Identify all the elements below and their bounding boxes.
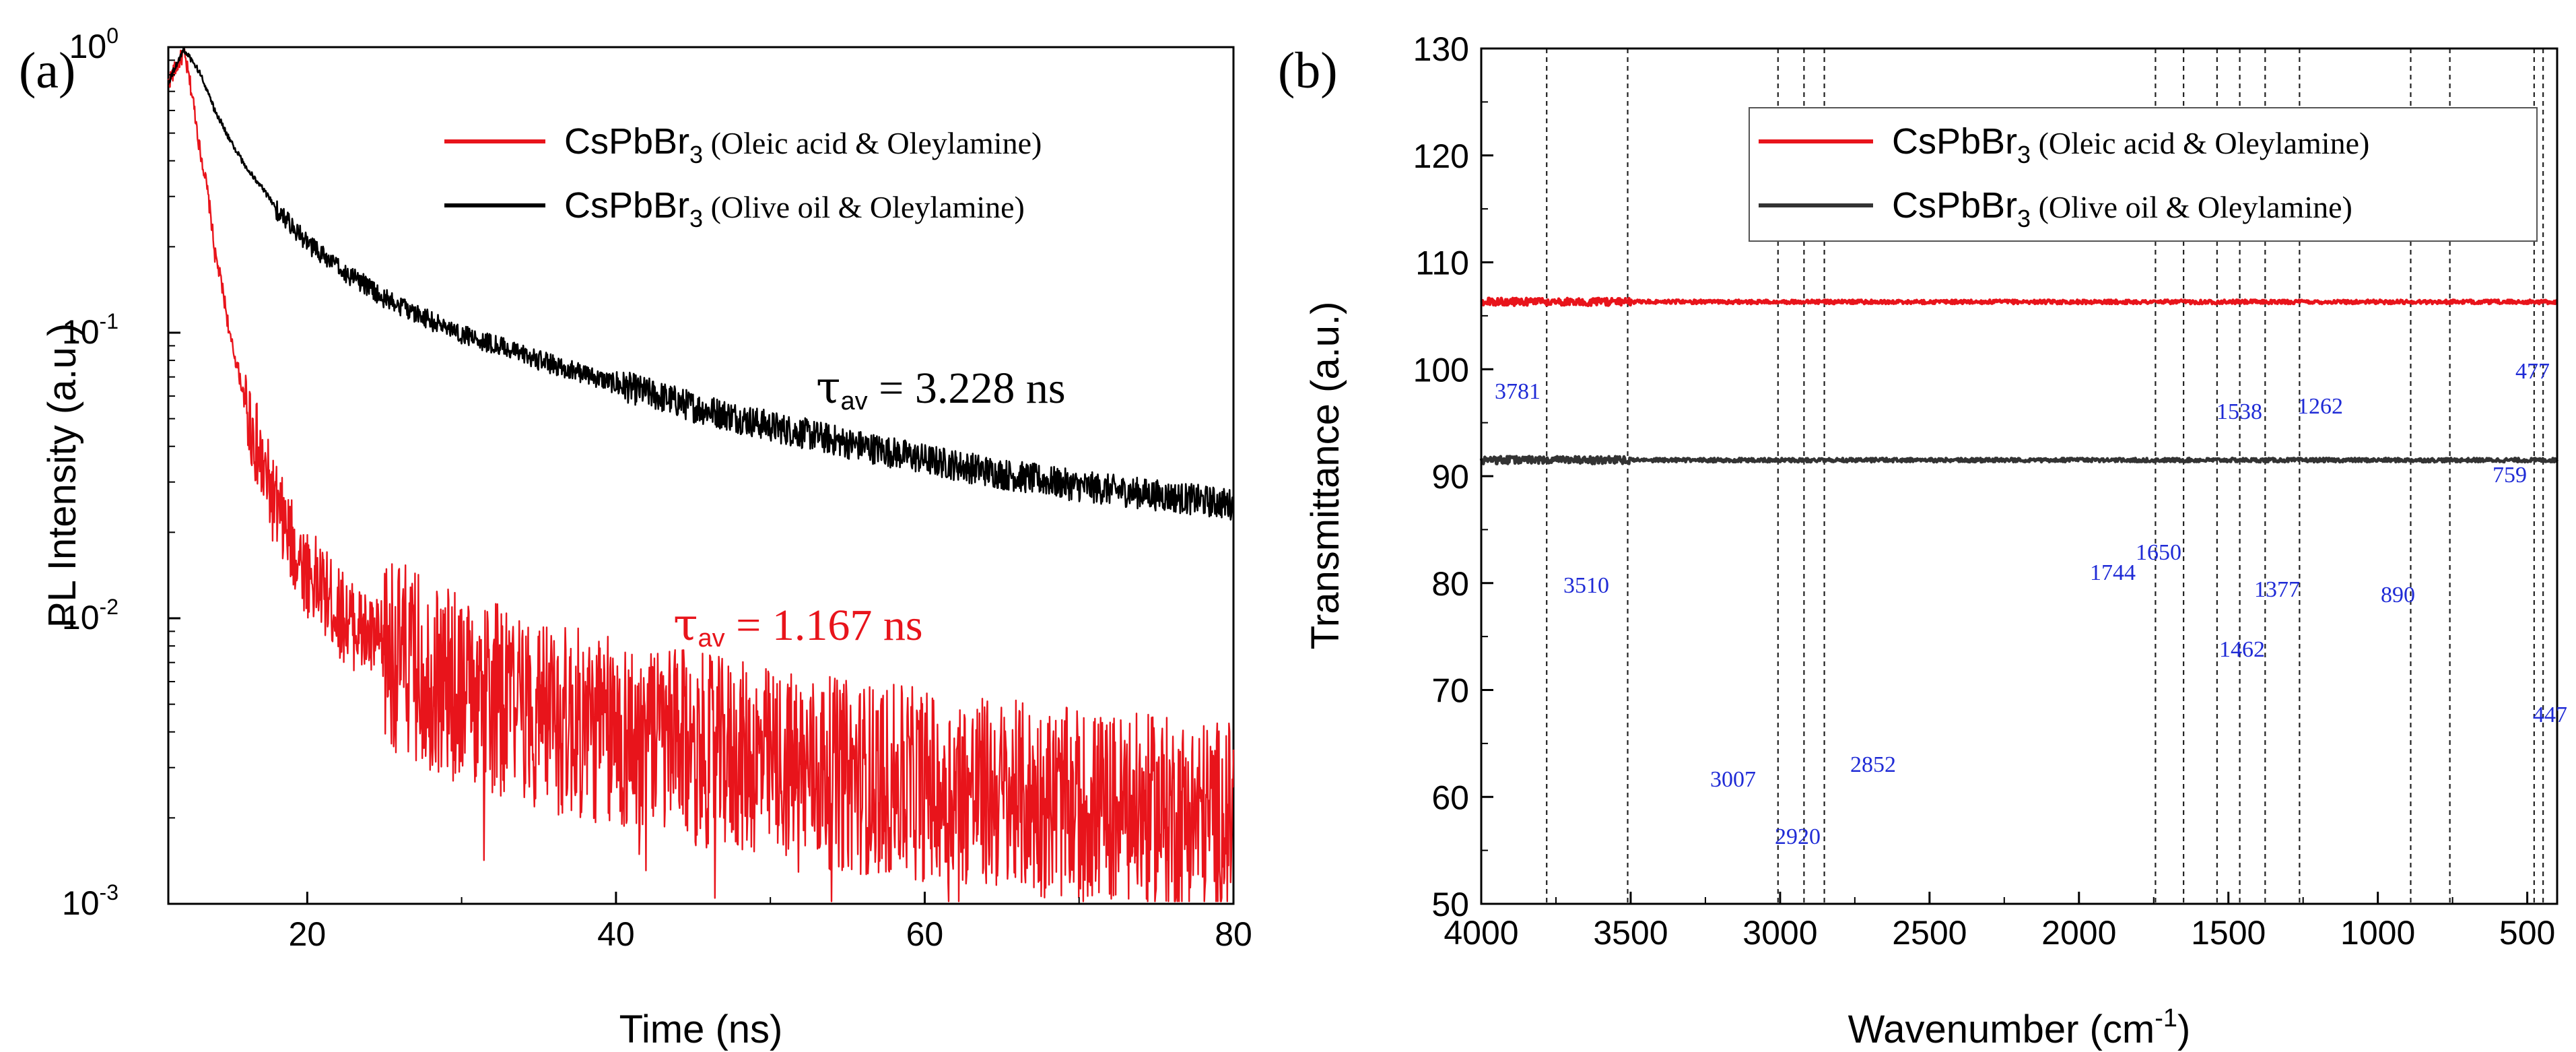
panel-a-legend: CsPbBr3 (Oleic acid & Oleylamine) CsPbBr3… [444,121,1042,232]
panel-b-series-1-line [1479,455,2559,465]
panel-b-y-tick-label-7: 120 [1413,137,1469,175]
panel-b-peak-label-7: 1538 [2216,399,2262,424]
panel-b-peak-label-5: 1744 [2090,560,2136,585]
panel-a-series-1-line [167,46,1235,521]
panel-b-y-tick-label-3: 80 [1431,565,1469,603]
panel-b-y-tick-label-1: 60 [1431,779,1469,816]
panel-b-peak-label-14: 447 [2533,702,2567,727]
panel-a-y-tick-label-3: 10-3 [62,880,118,922]
panel-b-x-axis-title: Wavenumber (cm-1) [1848,1004,2191,1051]
panel-a-x-tick-label-2: 60 [906,915,944,953]
panel-a-plot-frame [167,46,1235,905]
panel-b-legend-label-1: CsPbBr3 (Olive oil & Oleylamine) [1892,185,2352,232]
panel-b-peak-label-0: 3781 [1495,379,1540,404]
panel-b-y-tick-label-5: 100 [1413,351,1469,389]
panel-b-x-tick-label-5: 1500 [2191,914,2266,952]
panel-b-peak-label-6: 1650 [2136,540,2181,565]
panel-b-x-tick-label-3: 2500 [1892,914,1967,952]
panel-a-y-tick-label-2: 10-2 [62,595,118,636]
panel-b-peak-label-8: 1462 [2219,637,2265,662]
panel-b: (b) 4000 3500 3000 2500 2000 1500 1000 500 50 60 7… [1278,30,2567,1051]
panel-b-peak-label-10: 1262 [2297,394,2343,419]
panel-a-tau-annotation-0: τav = 1.167 ns [673,599,923,653]
panel-a-x-axis-title: Time (ns) [619,1008,783,1051]
panel-a-x-tick-label-1: 40 [597,915,635,953]
panel-a-y-tick-label-0: 100 [69,24,118,65]
panel-b-peak-label-4: 2852 [1850,752,1896,777]
panel-b-x-tick-label-6: 1000 [2340,914,2415,952]
panel-a-tau-annotation-1: τav = 3.228 ns [816,362,1066,416]
panel-a: (a) 20 40 60 80 100 10-1 10-2 10-3 Time (ns) PL… [19,24,1252,1051]
panel-b-peak-label-2: 3007 [1710,767,1756,792]
panel-b-peak-label-9: 1377 [2254,577,2300,602]
panel-b-series-0-line [1480,296,2558,308]
panel-a-y-axis-title: PL Intensity (a.u.) [40,323,84,628]
panel-a-legend-label-1: CsPbBr3 (Olive oil & Oleylamine) [564,185,1025,232]
panel-b-x-tick-label-2: 3000 [1742,914,1817,952]
panel-b-peak-label-11: 890 [2381,583,2415,607]
panel-a-x-tick-label-0: 20 [289,915,327,953]
panel-b-peak-label-3: 2920 [1775,824,1821,849]
panel-a-x-tick-label-3: 80 [1215,915,1252,953]
panel-a-y-tick-label-1: 10-1 [62,309,118,351]
panel-b-legend-box [1749,107,2538,242]
panel-b-legend-label-0: CsPbBr3 (Oleic acid & Oleylamine) [1892,121,2369,168]
panel-b-y-tick-label-4: 90 [1431,458,1469,496]
panel-b-peak-label-12: 759 [2493,463,2527,488]
panel-a-label: (a) [19,42,75,99]
panel-a-legend-label-0: CsPbBr3 (Oleic acid & Oleylamine) [564,121,1042,168]
panel-b-label: (b) [1278,42,1338,99]
panel-b-legend: CsPbBr3 (Oleic acid & Oleylamine) CsPbBr3… [1749,107,2538,242]
panel-b-x-tick-label-7: 500 [2499,914,2555,952]
panel-b-peak-label-13: 477 [2515,359,2550,384]
panel-b-y-tick-label-0: 50 [1431,886,1469,923]
panel-a-series-0-line [167,48,1235,902]
panel-b-peak-label-1: 3510 [1563,573,1609,598]
panel-b-x-tick-label-4: 2000 [2041,914,2116,952]
panel-b-x-tick-label-1: 3500 [1593,914,1668,952]
panel-b-y-tick-label-8: 130 [1413,30,1469,68]
panel-b-y-tick-label-6: 110 [1415,244,1469,282]
panel-b-x-tick-label-0: 4000 [1444,914,1518,952]
panel-b-y-tick-label-2: 70 [1431,672,1469,710]
panel-b-y-axis-title: Transmittance (a.u.) [1303,302,1347,650]
